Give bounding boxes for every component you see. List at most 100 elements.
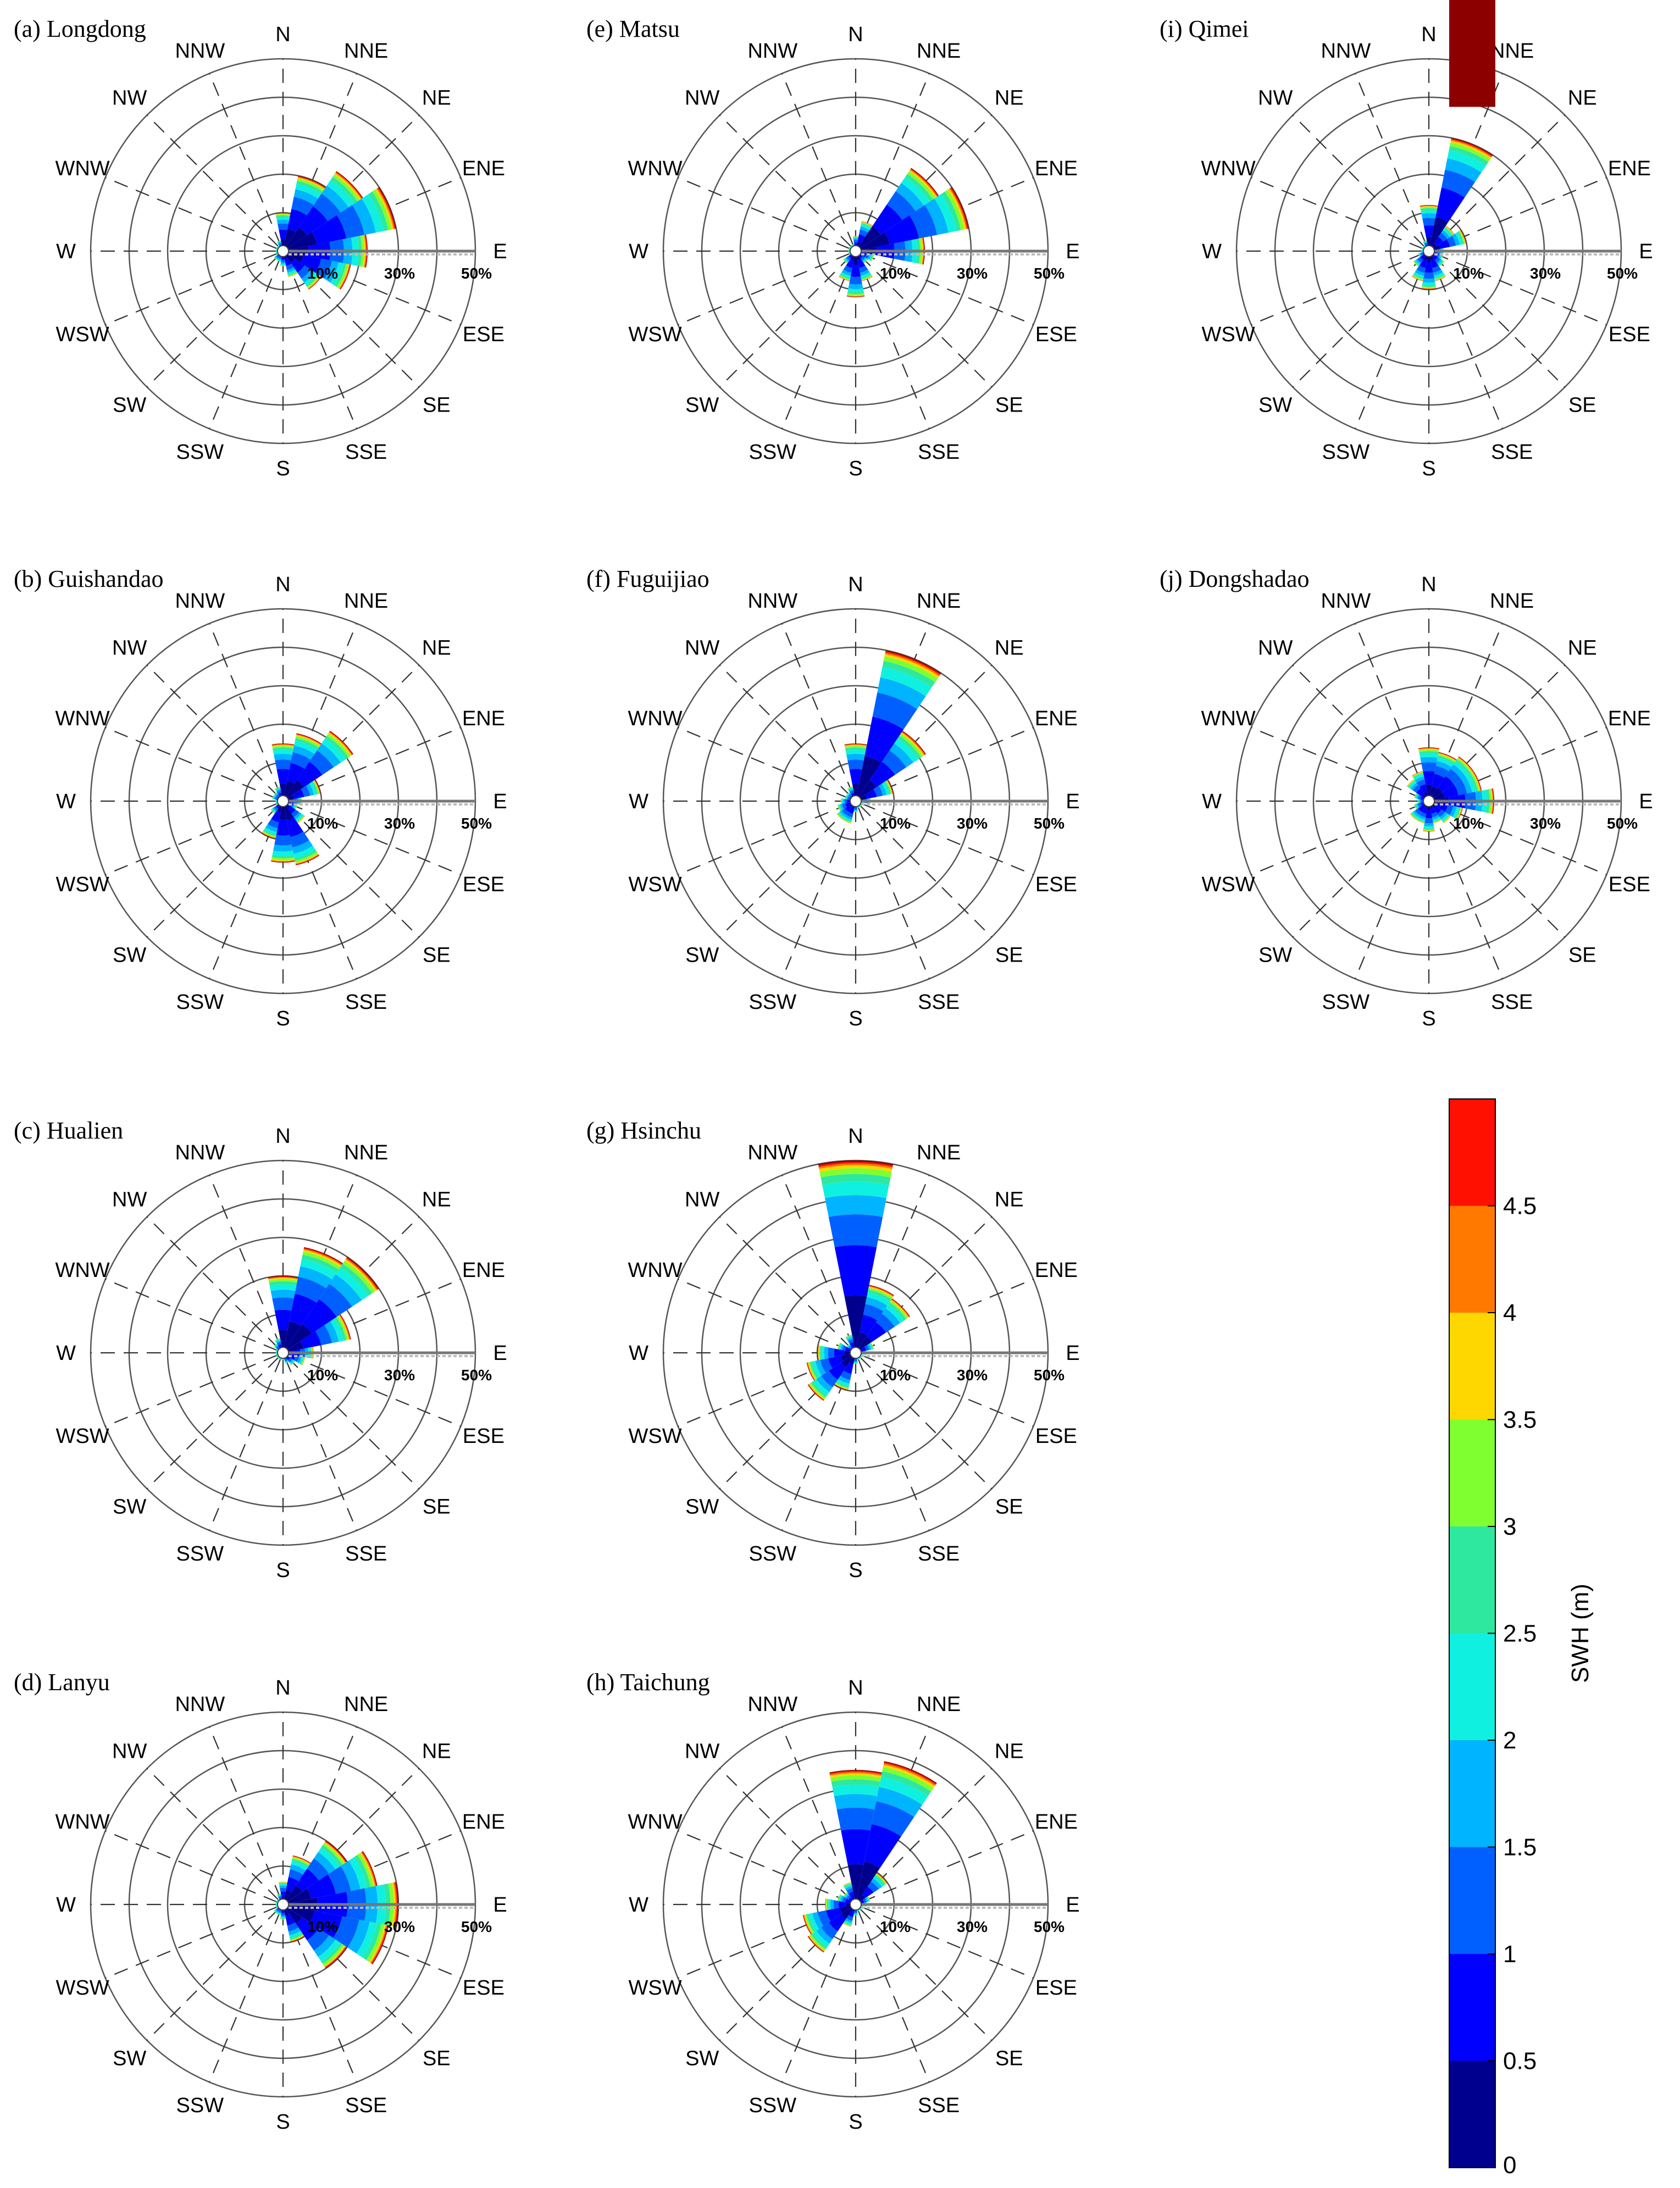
wedge-n-bin4 [853, 237, 858, 239]
wedge-ssw-bin5 [277, 1913, 281, 1915]
direction-label-wnw: WNW [55, 707, 109, 730]
wedge-nne-bin9 [292, 1856, 311, 1864]
wedge-nnw-bin6 [851, 243, 855, 246]
wedge-ene-bin8 [376, 188, 395, 230]
direction-label-nne: NNE [344, 1141, 388, 1164]
wedge-ssw-bin1 [848, 1910, 855, 1918]
panel-title: (g) Hsinchu [586, 1117, 701, 1144]
wedge-w-bin4 [276, 799, 277, 803]
wedge-ssw-bin4 [277, 259, 281, 262]
wedge-wnw-bin5 [838, 1342, 842, 1350]
wedge-ne-bin0 [285, 1324, 312, 1351]
wedge-sse-bin9 [1434, 276, 1446, 281]
wedge-ene-bin4 [866, 1897, 869, 1902]
wedge-wnw-bin2 [1418, 795, 1422, 799]
wedge-s-bin2 [281, 1913, 285, 1916]
wedge-ene-bin6 [867, 1896, 871, 1902]
wedge-sse-bin4 [285, 1360, 289, 1363]
wedge-sw-bin4 [274, 256, 278, 260]
wedge-n-bin2 [1421, 762, 1437, 772]
wedge-s-bin7 [280, 265, 286, 266]
wedge-nne-bin1 [857, 234, 866, 244]
wedge-sse-bin7 [1434, 275, 1446, 281]
wedge-sse-bin1 [857, 258, 866, 268]
wedge-wsw-bin3 [1416, 803, 1420, 808]
direction-label-sw: SW [1258, 393, 1292, 417]
wedge-se-bin6 [291, 1360, 296, 1365]
colorbar-segment-7 [1449, 1313, 1495, 1420]
direction-label-wsw: WSW [629, 1425, 682, 1448]
direction-label-s: S [276, 2111, 290, 2134]
spoke-ese [1434, 253, 1607, 325]
wedge-ne-bin1 [299, 206, 328, 235]
wedge-ne-bin3 [895, 182, 924, 212]
direction-label-w: W [1202, 790, 1222, 813]
spoke-nnw [209, 623, 281, 796]
wedge-ene-bin3 [352, 198, 376, 235]
direction-label-sw: SW [685, 943, 719, 967]
wedge-nnw-bin1 [848, 1891, 855, 1899]
direction-label-e: E [1066, 240, 1079, 263]
wedge-w-bin5 [841, 798, 842, 804]
wedge-ese-bin3 [867, 253, 872, 260]
wedge-ne-bin0 [1431, 787, 1443, 799]
spoke-sse [857, 257, 930, 429]
direction-label-ene: ENE [1608, 157, 1651, 180]
wedge-n-bin6 [275, 214, 291, 216]
wedge-nw-bin6 [276, 1898, 279, 1901]
wedge-ne-bin4 [894, 738, 918, 763]
wedge-s-bin8 [1421, 287, 1437, 289]
wedge-nne-bin2 [859, 229, 868, 237]
wedge-ssw-bin1 [1421, 807, 1428, 814]
wedge-ne-bin2 [313, 193, 341, 221]
rose-panel-a: (a) Longdong 10% 30% 50% N NNE NE ENE E ESE SE SSE S… [14, 15, 507, 480]
wedge-sse-bin4 [860, 272, 871, 278]
wedge-se-bin2 [297, 265, 311, 279]
wedge-wsw-bin4 [276, 1906, 278, 1908]
wedge-sw-bin5 [838, 812, 845, 819]
wedge-s-bin4 [853, 810, 858, 812]
wedge-wnw-bin4 [849, 247, 851, 250]
wedge-nne-bin2 [872, 692, 918, 730]
wedge-wnw-bin6 [1414, 793, 1417, 798]
wedge-ssw-bin6 [1416, 819, 1425, 823]
wedge-ssw-bin9 [839, 276, 850, 281]
wedge-nw-bin4 [844, 1893, 849, 1898]
wedge-se-bin5 [306, 274, 319, 287]
wedge-s-bin5 [1423, 828, 1435, 830]
wedge-n-bin4 [273, 749, 293, 755]
wedge-sse-bin5 [1433, 818, 1441, 823]
spoke-wnw [1251, 727, 1423, 799]
wedge-sw-bin6 [276, 1357, 279, 1359]
colorbar-segment-4 [1449, 1633, 1495, 1740]
spoke-sw [146, 1357, 279, 1490]
center-hub [850, 1898, 862, 1911]
wedge-nne-bin4 [1447, 150, 1486, 173]
direction-label-ssw: SSW [1322, 991, 1370, 1014]
wedge-ene-bin7 [313, 780, 320, 794]
wedge-n-bin8 [1418, 748, 1439, 750]
wedge-n-bin7 [830, 1773, 881, 1778]
wedge-sw-bin2 [276, 1908, 280, 1912]
wedge-ene-bin2 [864, 1345, 869, 1351]
wedge-s-bin8 [846, 295, 865, 297]
wedge-w-bin6 [818, 1345, 821, 1360]
direction-label-sw: SW [113, 2047, 146, 2070]
ring-label: 50% [461, 265, 492, 282]
wedge-ene-bin8 [886, 780, 893, 794]
spoke-ese [1434, 803, 1607, 875]
wedge-ene-bin1 [292, 789, 304, 799]
wedge-se-bin4 [1441, 813, 1449, 821]
wedge-n-bin4 [1421, 210, 1437, 214]
wedge-se-bin5 [859, 1356, 862, 1359]
wedge-n-bin6 [830, 1775, 881, 1782]
wedge-sse-bin4 [857, 806, 860, 808]
wedge-se-bin4 [862, 258, 867, 263]
wedge-ese-bin4 [868, 254, 873, 261]
wedge-ne-bin6 [1444, 226, 1454, 236]
wedge-se-bin1 [1433, 806, 1441, 814]
wedge-nnw-bin3 [1423, 242, 1428, 245]
wedge-s-bin5 [280, 1918, 286, 1919]
